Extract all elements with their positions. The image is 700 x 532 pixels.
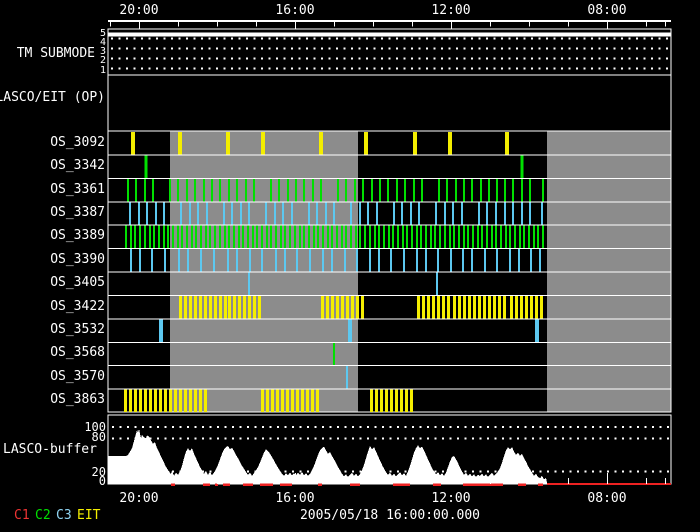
row-label-os-3863: OS_3863 <box>50 392 105 407</box>
top-axis-label-1600: 16:00 <box>275 3 315 18</box>
bottom-axis-label-1600: 16:00 <box>275 491 315 506</box>
row-marks-OS_3405 <box>248 272 438 295</box>
bottom-axis-ticks <box>110 473 666 484</box>
row-marks-OS_3390 <box>130 249 541 272</box>
row-marks-OS_3570 <box>346 366 348 389</box>
bottom-axis-label-0800: 08:00 <box>587 491 627 506</box>
lasco-buffer-label: LASCO-buffer <box>3 442 97 457</box>
row-marks-OS_3389 <box>125 225 544 249</box>
row-label-os-3570: OS_3570 <box>50 369 105 384</box>
tm-level-1: 1 <box>99 65 106 76</box>
row-marks-OS_3422 <box>179 295 543 319</box>
top-axis-label-1200: 12:00 <box>431 3 471 18</box>
tm-submode-lines <box>108 32 671 70</box>
plot-frames <box>107 20 672 485</box>
row-marks-OS_3387 <box>129 202 543 225</box>
buffer-ytick-100: 100 <box>84 420 106 434</box>
legend-item-c2: C2 <box>35 508 51 523</box>
row-label-os-3387: OS_3387 <box>50 205 105 220</box>
row-label-os-3342: OS_3342 <box>50 158 105 173</box>
buffer-ytick-0: 0 <box>98 474 106 488</box>
buffer-ytick-80: 80 <box>91 430 106 444</box>
row-marks-OS_3532 <box>159 319 539 342</box>
row-marks-OS_3342 <box>144 155 524 178</box>
row-marks-OS_3863 <box>124 389 413 412</box>
row-label-os-3405: OS_3405 <box>50 275 105 290</box>
row-label-os-3092: OS_3092 <box>50 135 105 150</box>
reference-date: 2005/05/18 16:00:00.000 <box>299 508 480 523</box>
row-label-os-3568: OS_3568 <box>50 345 105 360</box>
top-axis-label-0800: 08:00 <box>587 3 627 18</box>
lasco-buffer-plot <box>108 426 671 486</box>
row-label-os-3532: OS_3532 <box>50 322 105 337</box>
tm-level-4: 4 <box>99 37 106 48</box>
legend-item-eit: EIT <box>77 508 101 523</box>
lasco-eit-op-label: LASCO/EIT (OP) <box>0 90 105 105</box>
row-label-os-3361: OS_3361 <box>50 182 105 197</box>
bottom-axis-label-2000: 20:00 <box>119 491 159 506</box>
tm-level-2: 2 <box>99 55 106 66</box>
row-marks-OS_3361 <box>127 178 544 202</box>
tm-submode-label: TM SUBMODE <box>16 46 95 61</box>
row-marks-OS_3568 <box>333 342 335 366</box>
legend-item-c3: C3 <box>56 508 72 523</box>
row-label-os-3422: OS_3422 <box>50 299 105 314</box>
tm-level-3: 3 <box>99 46 106 57</box>
row-label-os-3390: OS_3390 <box>50 252 105 267</box>
legend-item-c1: C1 <box>14 508 30 523</box>
bottom-axis-label-1200: 12:00 <box>431 491 471 506</box>
buffer-ytick-20: 20 <box>91 465 106 479</box>
top-axis-ticks <box>110 22 666 29</box>
tm-level-5: 5 <box>99 28 106 39</box>
top-axis-label-2000: 20:00 <box>119 3 159 18</box>
row-marks-OS_3092 <box>131 132 509 155</box>
row-label-os-3389: OS_3389 <box>50 228 105 243</box>
